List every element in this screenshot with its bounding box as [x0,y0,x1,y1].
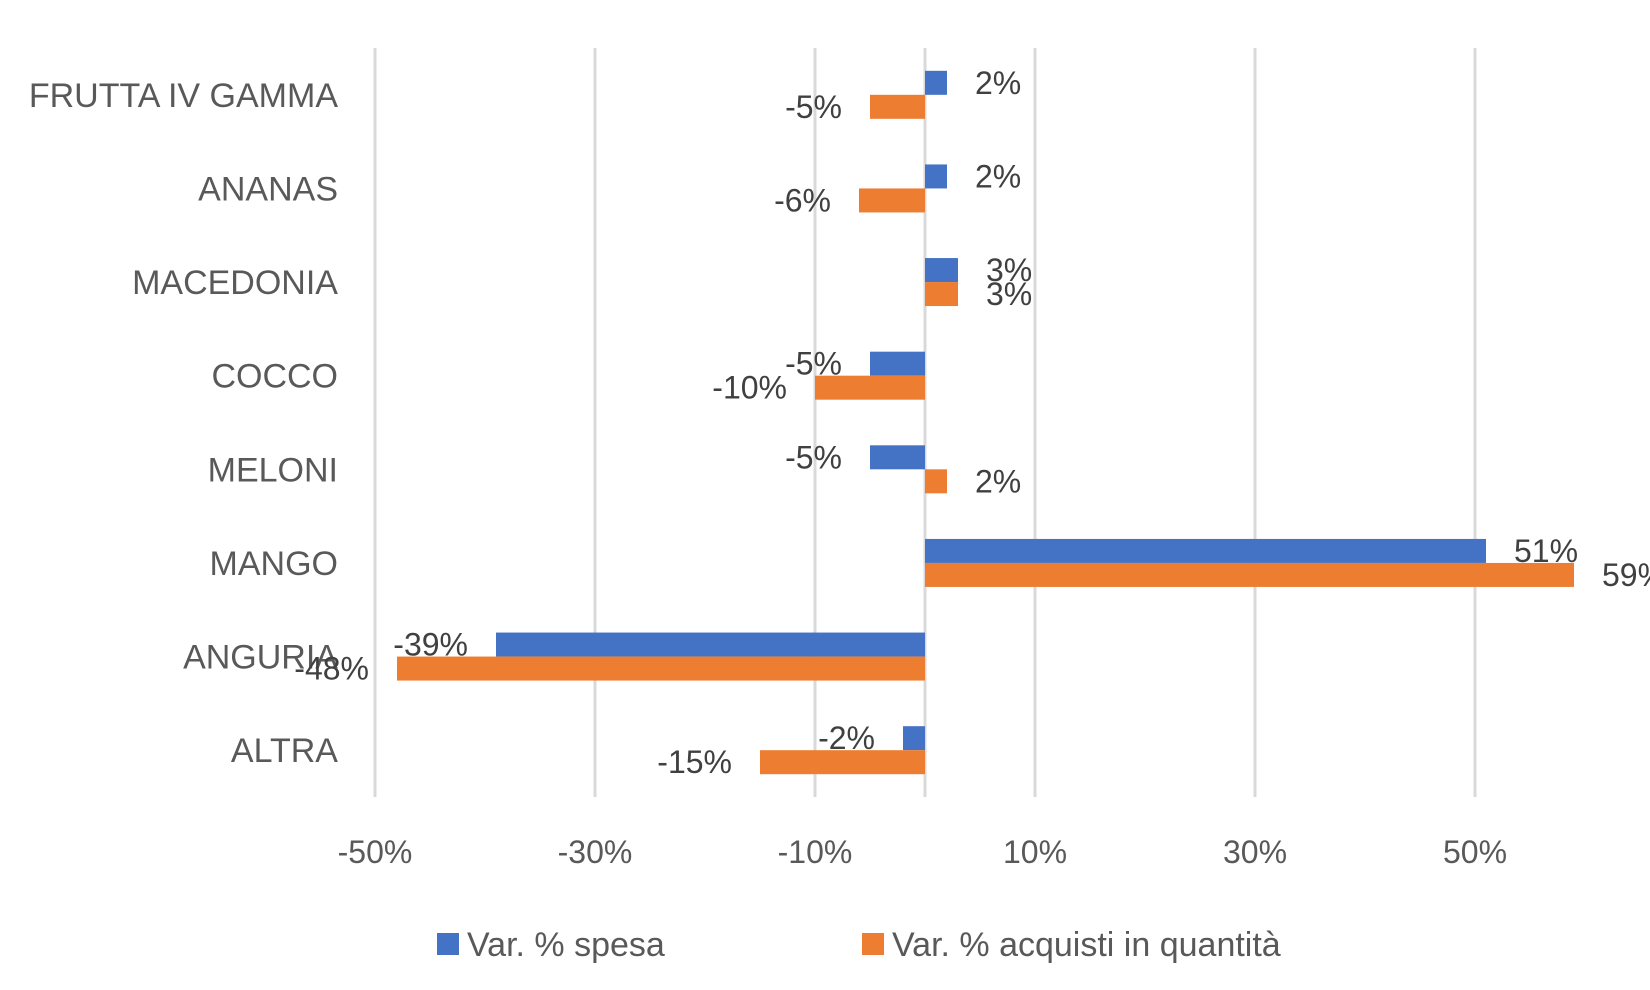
x-tick-label: 10% [1003,834,1067,870]
category-label: MACEDONIA [132,264,338,302]
bar-series-2 [870,94,925,119]
x-tick-label: 50% [1443,834,1507,870]
category-labels: FRUTTA IV GAMMA ANANAS MACEDONIA COCCO MELON… [29,77,338,770]
data-label: -15% [657,744,732,780]
legend: Var. % spesa Var. % acquisti in quantità [437,926,1281,964]
category-label: COCCO [211,358,338,396]
bar-series-2 [925,469,947,494]
bars [397,70,1574,775]
bar-series-1 [903,726,925,751]
data-label: -5% [785,89,842,125]
data-label: 2% [975,65,1021,101]
bar-series-1 [870,351,925,376]
data-label: 51% [1514,533,1578,569]
data-label: -39% [393,627,468,663]
data-label: 2% [975,463,1021,499]
bar-series-1 [870,445,925,470]
bar-series-1 [925,70,947,95]
data-label: -2% [818,720,875,756]
data-label: -6% [774,182,831,218]
data-label: 3% [986,276,1032,312]
category-label: FRUTTA IV GAMMA [29,77,338,115]
data-label: 3% [986,252,1032,288]
legend-swatch [862,933,884,955]
bar-series-2 [925,282,958,307]
data-label: -10% [712,370,787,406]
category-label: MELONI [208,451,338,489]
data-label: -48% [294,651,369,687]
x-tick-label: -50% [338,834,413,870]
x-tick-label: -30% [558,834,633,870]
legend-label: Var. % acquisti in quantità [892,926,1281,964]
legend-swatch [437,933,459,955]
bar-series-1 [496,632,925,657]
x-tick-label: -10% [778,834,853,870]
data-labels: 2% 2% 3% -5% -5% 51% -39% -2% -5% -6% 3% -10% 2% 59% -… [294,65,1650,780]
bar-series-2 [859,188,925,213]
bar-series-1 [925,258,958,283]
category-label: MANGO [210,545,338,583]
x-tick-labels: -50% -30% -10% 10% 30% 50% [338,834,1507,870]
category-label: ALTRA [231,732,338,770]
data-label: 2% [975,158,1021,194]
x-tick-label: 30% [1223,834,1287,870]
category-label: ANANAS [198,170,338,208]
bar-series-1 [925,538,1486,563]
category-label: ANGURIA [183,639,338,677]
data-label: 59% [1602,557,1650,593]
gridlines [373,48,1477,797]
bar-series-2 [925,562,1574,587]
bar-series-1 [925,164,947,189]
bar-series-2 [760,750,925,775]
data-label: -5% [785,346,842,382]
data-label: -5% [785,439,842,475]
bar-series-2 [815,375,925,400]
legend-label: Var. % spesa [467,926,665,964]
bar-series-2 [397,656,925,681]
